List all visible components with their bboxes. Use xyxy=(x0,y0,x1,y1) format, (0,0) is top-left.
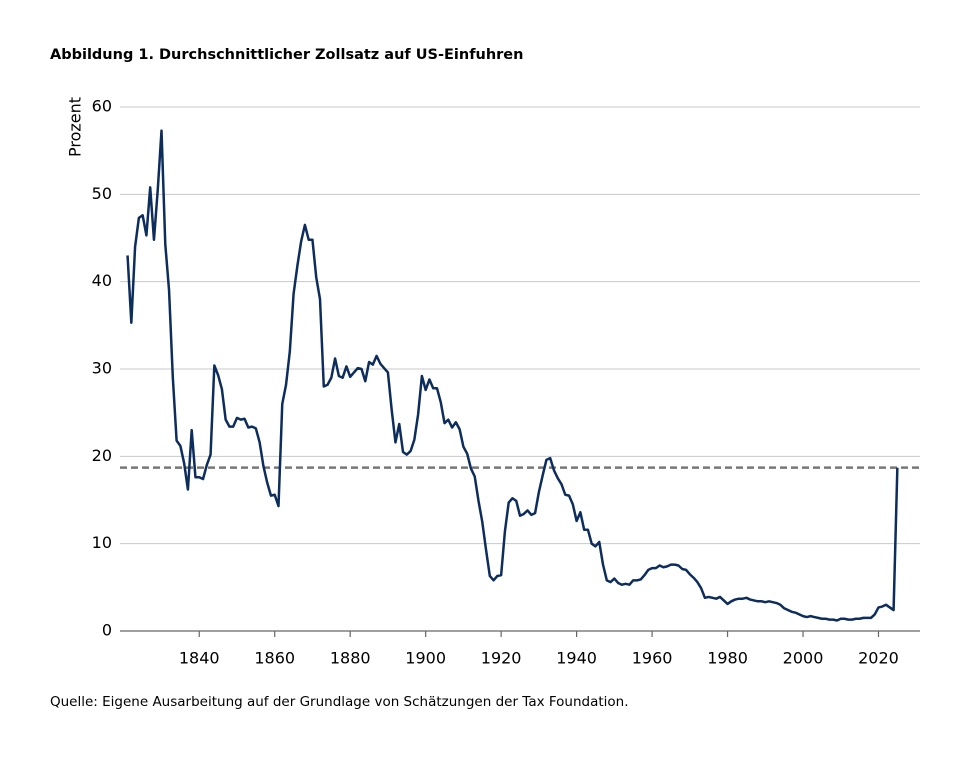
y-tick-label: 30 xyxy=(92,359,112,378)
y-tick-label: 50 xyxy=(92,184,112,203)
x-tick-label: 1840 xyxy=(179,649,220,668)
x-tick-label: 1860 xyxy=(254,649,295,668)
x-tick-label: 2000 xyxy=(783,649,824,668)
y-tick-label: 0 xyxy=(102,621,112,640)
x-tick-label: 1920 xyxy=(481,649,522,668)
x-tick-label: 1980 xyxy=(707,649,748,668)
y-tick-label: 20 xyxy=(92,446,112,465)
y-tick-label: 40 xyxy=(92,271,112,290)
x-tick-label: 2020 xyxy=(858,649,899,668)
x-tick-label: 1940 xyxy=(556,649,597,668)
x-tick-label: 1960 xyxy=(632,649,673,668)
chart-title: Abbildung 1. Durchschnittlicher Zollsatz… xyxy=(50,47,523,63)
data-line xyxy=(126,129,899,622)
y-tick-label: 60 xyxy=(92,97,112,116)
x-tick-label: 1880 xyxy=(330,649,371,668)
y-tick-label: 10 xyxy=(92,533,112,552)
y-axis-label: Prozent xyxy=(66,97,85,157)
source-note: Quelle: Eigene Ausarbeitung auf der Grun… xyxy=(50,694,629,710)
x-tick-label: 1900 xyxy=(405,649,446,668)
